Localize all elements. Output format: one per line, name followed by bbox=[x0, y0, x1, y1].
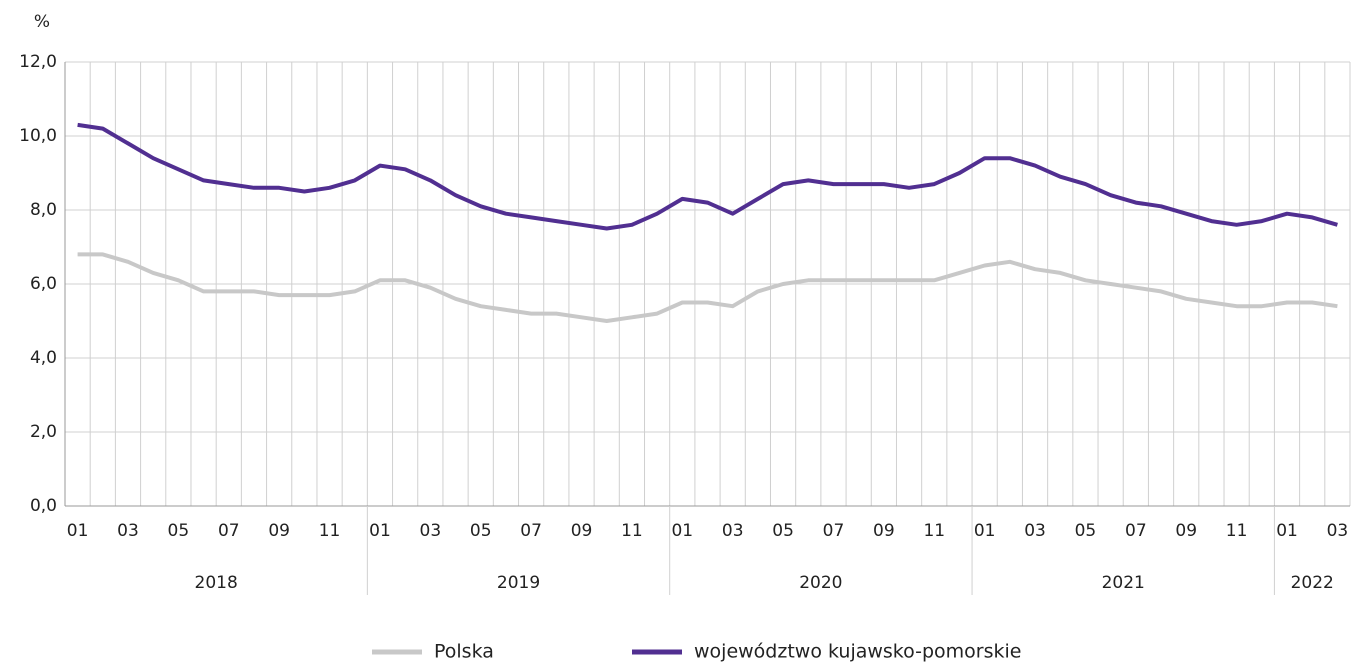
x-tick-label: 11 bbox=[621, 521, 643, 541]
x-tick-label: 01 bbox=[369, 521, 391, 541]
x-tick-label: 01 bbox=[1276, 521, 1298, 541]
y-tick-label: 12,0 bbox=[19, 52, 57, 72]
y-tick-label: 0,0 bbox=[30, 496, 57, 516]
y-tick-label: 8,0 bbox=[30, 200, 57, 220]
x-tick-label: 03 bbox=[1327, 521, 1349, 541]
y-tick-label: 2,0 bbox=[30, 422, 57, 442]
x-tick-label: 11 bbox=[319, 521, 341, 541]
x-tick-label: 11 bbox=[923, 521, 945, 541]
x-tick-label: 05 bbox=[1075, 521, 1097, 541]
year-label: 2020 bbox=[799, 573, 842, 593]
year-label: 2018 bbox=[195, 573, 238, 593]
x-tick-label: 07 bbox=[823, 521, 845, 541]
x-tick-label: 11 bbox=[1226, 521, 1248, 541]
y-tick-label: 10,0 bbox=[19, 126, 57, 146]
legend-label: Polska bbox=[434, 641, 494, 663]
x-tick-label: 03 bbox=[722, 521, 744, 541]
x-tick-label: 09 bbox=[268, 521, 290, 541]
year-label: 2021 bbox=[1102, 573, 1145, 593]
year-label: 2019 bbox=[497, 573, 540, 593]
line-series bbox=[77, 252, 1338, 323]
legend-label: województwo kujawsko-pomorskie bbox=[694, 641, 1021, 663]
x-tick-label: 05 bbox=[772, 521, 794, 541]
y-axis-label: % bbox=[34, 12, 50, 32]
x-tick-label: 07 bbox=[218, 521, 240, 541]
x-tick-label: 07 bbox=[1125, 521, 1147, 541]
y-tick-label: 6,0 bbox=[30, 274, 57, 294]
y-tick-label: 4,0 bbox=[30, 348, 57, 368]
x-tick-label: 05 bbox=[470, 521, 492, 541]
x-tick-label: 01 bbox=[67, 521, 89, 541]
x-tick-label: 01 bbox=[974, 521, 996, 541]
x-tick-label: 03 bbox=[420, 521, 442, 541]
x-tick-label: 09 bbox=[571, 521, 593, 541]
x-tick-label: 03 bbox=[117, 521, 139, 541]
x-tick-label: 09 bbox=[1175, 521, 1197, 541]
year-label: 2022 bbox=[1291, 573, 1334, 593]
x-tick-label: 01 bbox=[671, 521, 693, 541]
x-tick-label: 07 bbox=[520, 521, 542, 541]
line-series bbox=[77, 122, 1338, 231]
x-tick-label: 05 bbox=[168, 521, 190, 541]
x-tick-label: 03 bbox=[1024, 521, 1046, 541]
x-tick-label: 09 bbox=[873, 521, 895, 541]
